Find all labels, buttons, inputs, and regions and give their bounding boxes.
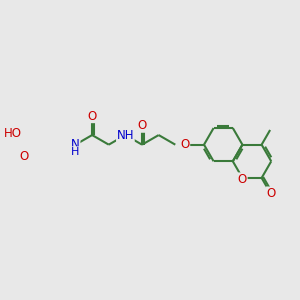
Text: O: O	[180, 138, 190, 151]
Text: O: O	[266, 187, 275, 200]
Text: O: O	[88, 110, 97, 123]
Text: HO: HO	[4, 128, 22, 140]
Text: NH: NH	[117, 129, 134, 142]
Text: O: O	[238, 173, 247, 186]
Text: H: H	[70, 147, 79, 157]
Text: N: N	[71, 138, 80, 151]
Text: O: O	[137, 119, 147, 132]
Text: O: O	[20, 151, 29, 164]
